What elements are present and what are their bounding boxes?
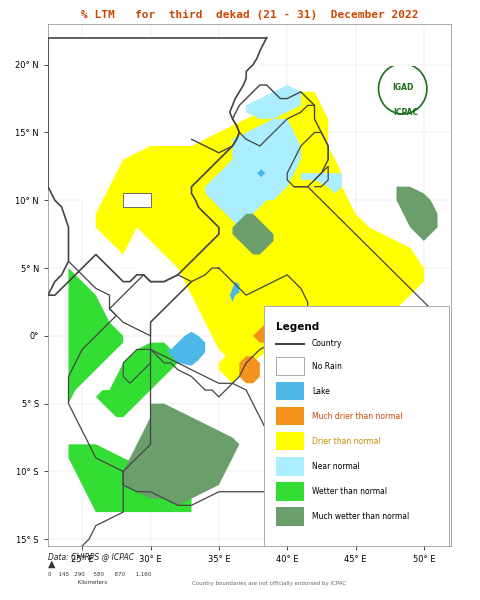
Polygon shape [246,85,301,119]
Polygon shape [232,214,274,254]
Title: % LTM   for  third  dekad (21 - 31)  December 2022: % LTM for third dekad (21 - 31) December… [81,10,419,20]
Polygon shape [257,169,265,177]
FancyBboxPatch shape [276,508,304,526]
Text: Country boundaries are not officially endorsed by ICPAC: Country boundaries are not officially en… [192,581,346,586]
Polygon shape [96,92,424,383]
Polygon shape [396,187,438,241]
Polygon shape [48,38,260,281]
FancyBboxPatch shape [276,457,304,476]
Text: Wetter than normal: Wetter than normal [312,487,387,496]
Text: No Rain: No Rain [312,362,342,371]
FancyBboxPatch shape [276,357,304,376]
Polygon shape [96,343,178,417]
Text: IGAD: IGAD [392,82,413,91]
Text: Much drier than normal: Much drier than normal [312,412,403,421]
Text: Legend: Legend [276,322,319,332]
Text: ICPAC: ICPAC [393,108,418,117]
Polygon shape [123,193,151,207]
FancyBboxPatch shape [276,382,304,400]
Text: Near normal: Near normal [312,462,360,471]
Text: Country: Country [312,340,343,349]
Polygon shape [69,268,123,404]
Polygon shape [253,316,287,343]
Text: ▲: ▲ [48,559,56,569]
Polygon shape [69,445,192,512]
Text: Kilometers: Kilometers [48,580,107,586]
FancyBboxPatch shape [276,482,304,500]
Text: Much wetter than normal: Much wetter than normal [312,512,409,521]
Polygon shape [167,332,205,365]
Polygon shape [205,119,301,227]
FancyBboxPatch shape [276,407,304,425]
Text: Data: CHIRPS @ ICPAC: Data: CHIRPS @ ICPAC [48,552,134,561]
Polygon shape [123,404,240,505]
Text: 0    145   290     580      870      1,160: 0 145 290 580 870 1,160 [48,572,151,577]
Text: Drier than normal: Drier than normal [312,437,381,446]
Polygon shape [230,281,240,302]
Text: Lake: Lake [312,387,330,396]
Polygon shape [301,173,342,193]
FancyBboxPatch shape [276,432,304,451]
Polygon shape [240,356,260,383]
FancyBboxPatch shape [264,306,449,551]
